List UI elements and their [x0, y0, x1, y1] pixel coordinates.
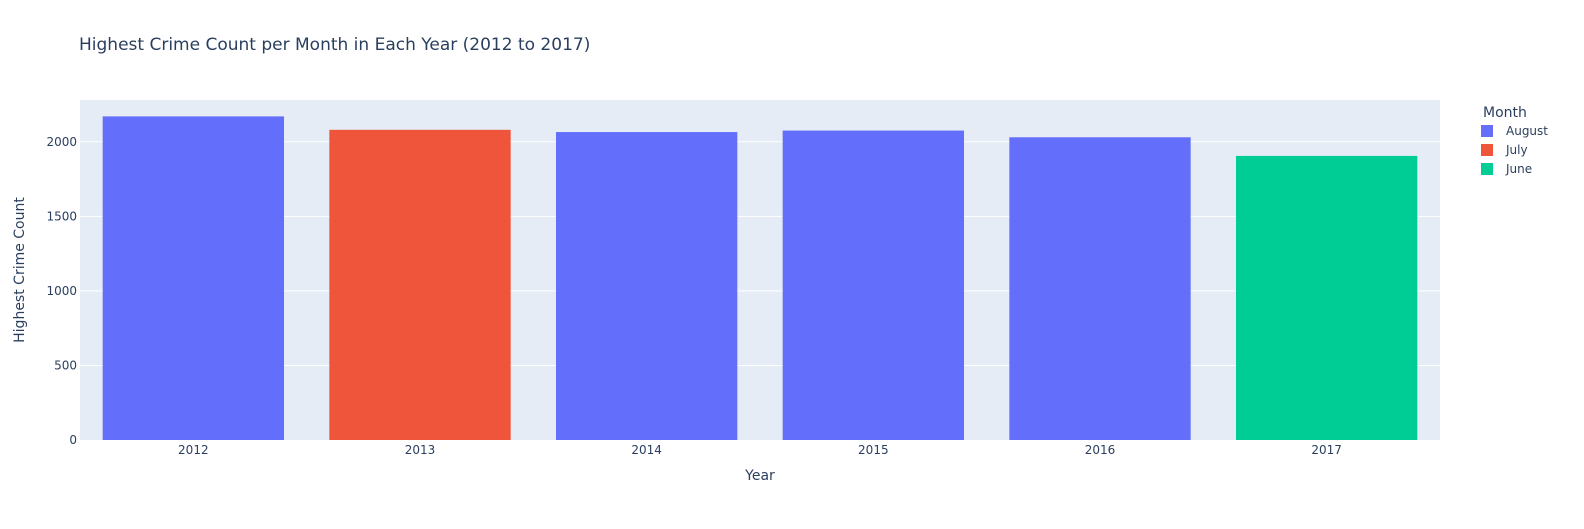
x-tick-label: 2014	[631, 443, 662, 457]
bars	[102, 116, 1418, 441]
bar-2017[interactable]	[1236, 155, 1418, 440]
x-tick-label: 2017	[1311, 443, 1342, 457]
legend-label: July	[1505, 143, 1528, 157]
x-tick-label: 2016	[1085, 443, 1116, 457]
x-tick-label: 2015	[858, 443, 889, 457]
y-tick-label: 500	[54, 358, 77, 372]
y-tick-label: 1000	[46, 284, 77, 298]
legend-item-august[interactable]: August	[1481, 124, 1548, 138]
y-tick-label: 1500	[46, 209, 77, 223]
legend-label: August	[1506, 124, 1548, 138]
bar-2014[interactable]	[556, 132, 738, 440]
plot-area	[80, 100, 1440, 440]
bar-2015[interactable]	[782, 130, 964, 440]
x-axis-ticks: 2012 2013 2014 2015 2016 2017	[178, 443, 1342, 457]
legend-swatch	[1481, 163, 1493, 175]
y-tick-label: 0	[69, 433, 77, 447]
legend-label: June	[1505, 162, 1532, 176]
chart-title: Highest Crime Count per Month in Each Ye…	[79, 35, 590, 55]
legend-swatch	[1481, 125, 1493, 137]
bar-2013[interactable]	[329, 129, 511, 440]
y-tick-label: 2000	[46, 135, 77, 149]
x-tick-label: 2012	[178, 443, 209, 457]
bar-2016[interactable]	[1009, 137, 1191, 440]
y-axis-ticks: 0 500 1000 1500 2000	[46, 135, 77, 447]
bar-2012[interactable]	[102, 116, 285, 441]
legend: Month August July June	[1481, 105, 1548, 176]
y-axis-title: Highest Crime Count	[12, 197, 28, 343]
x-tick-label: 2013	[405, 443, 436, 457]
legend-swatch	[1481, 144, 1493, 156]
gridlines	[80, 141, 1440, 366]
legend-item-june[interactable]: June	[1481, 162, 1532, 176]
x-axis-title: Year	[744, 468, 775, 484]
legend-entries: August July June	[1481, 124, 1548, 176]
legend-item-july[interactable]: July	[1481, 143, 1528, 157]
legend-title: Month	[1483, 105, 1527, 121]
